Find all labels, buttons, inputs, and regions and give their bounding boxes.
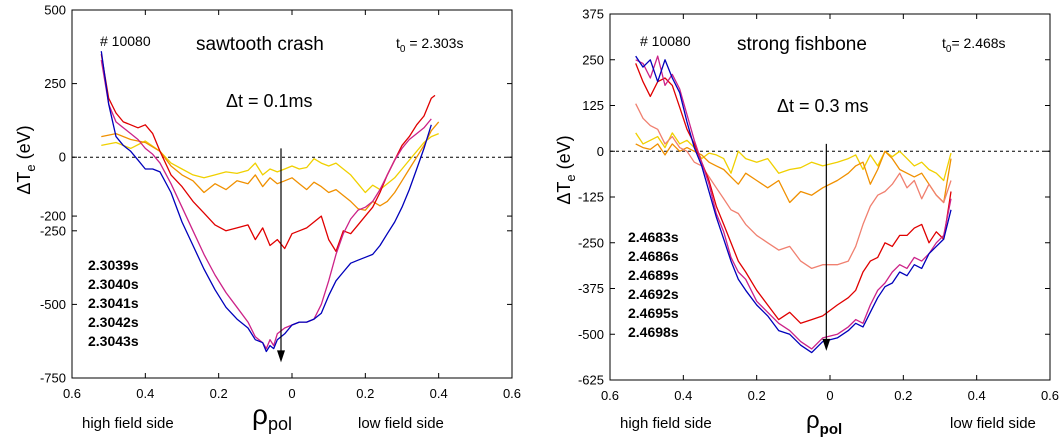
legend: 2.4683s 2.4686s 2.4689s 2.4692s 2.4695s 2.469… <box>628 229 679 340</box>
series-line-2.4698s <box>635 55 952 354</box>
x-tick-label: 0 <box>288 386 295 401</box>
y-tick-label: 0 <box>597 144 604 159</box>
y-axis-label-symbol: ΔT <box>14 172 34 195</box>
panel-title: sawtooth crash <box>196 34 324 55</box>
x-tick-label: 0.4 <box>674 388 692 403</box>
series-line-2.4686s <box>635 143 952 204</box>
t0-subscript: 0 <box>946 44 952 55</box>
y-tick-label: -250 <box>578 235 604 250</box>
x-tick-label: 0.4 <box>430 386 448 401</box>
legend: 2.3039s 2.3040s 2.3041s 2.3042s 2.3043s <box>88 257 139 349</box>
x-axis-label: ρpol <box>806 407 842 438</box>
series-line-2.4692s <box>635 63 952 324</box>
legend-entry: 2.4698s <box>628 324 679 340</box>
dt-label: Δt = 0.3 ms <box>777 96 869 116</box>
y-tick-label: -200 <box>40 209 66 224</box>
legend-entry: 2.4689s <box>628 267 679 283</box>
y-tick-label: -500 <box>578 327 604 342</box>
legend-entry: 2.3042s <box>88 314 139 330</box>
y-axis-label-unit: (eV) <box>14 125 34 164</box>
legend-entry: 2.3041s <box>88 295 139 311</box>
x-axis-label-subscript: pol <box>820 421 843 438</box>
y-tick-label: 375 <box>582 7 604 22</box>
y-axis-label: ΔTe (eV) <box>554 135 578 204</box>
x-tick-label: 0.6 <box>63 386 81 401</box>
y-tick-label: 250 <box>44 76 66 91</box>
x-axis-label-subscript: pol <box>268 414 292 434</box>
x-tick-label: 0.6 <box>1041 388 1059 403</box>
x-tick-label: 0.6 <box>601 388 619 403</box>
y-axis-label-symbol: ΔT <box>554 182 574 205</box>
x-tick-label: 0.2 <box>210 386 228 401</box>
arrow-head <box>277 350 285 363</box>
series-line-2.3042s <box>100 59 432 350</box>
t0-subscript: 0 <box>400 44 406 55</box>
x-tick-label: 0.4 <box>968 388 986 403</box>
y-tick-label: 500 <box>44 3 66 18</box>
t0-value: = 2.303s <box>405 35 463 51</box>
y-tick-label: -125 <box>578 190 604 205</box>
legend-entry: 2.3040s <box>88 276 139 292</box>
series-line-2.4689s <box>635 103 952 270</box>
legend-entry: 2.4692s <box>628 286 679 302</box>
y-tick-label: -500 <box>40 297 66 312</box>
series-line-2.3039s <box>101 132 439 194</box>
legend-entry: 2.4686s <box>628 248 679 264</box>
legend-entry: 2.3039s <box>88 257 139 273</box>
x-tick-label: 0.6 <box>503 386 521 401</box>
y-tick-label: -375 <box>578 281 604 296</box>
arrow-head <box>822 338 831 351</box>
y-tick-label: -750 <box>40 371 66 386</box>
y-tick-label: 0 <box>59 150 66 165</box>
series-group <box>635 55 952 354</box>
x-tick-label: 0 <box>826 388 833 403</box>
series-line-2.4695s <box>635 55 952 350</box>
x-tick-label: 0.2 <box>748 388 766 403</box>
y-tick-label: -625 <box>578 373 604 388</box>
series-line-2.3043s <box>100 51 432 353</box>
shot-number: # 10080 <box>100 33 151 49</box>
dt-label: Δt = 0.1ms <box>226 91 313 111</box>
t0-label: t0 = 2.303s <box>396 35 463 55</box>
series-group <box>100 51 440 353</box>
high-field-side-label: high field side <box>82 415 174 432</box>
y-tick-label: 125 <box>582 98 604 113</box>
low-field-side-label: low field side <box>950 415 1036 432</box>
panel-title: strong fishbone <box>737 34 867 55</box>
series-line-2.3040s <box>101 121 440 211</box>
y-axis-label: ΔTe (eV) <box>14 125 38 194</box>
y-tick-label: -250 <box>40 223 66 238</box>
y-axis-label-subscript: e <box>23 164 38 171</box>
high-field-side-label: high field side <box>620 415 712 432</box>
shot-number: # 10080 <box>640 33 691 49</box>
t0-symbol: t <box>942 35 946 51</box>
legend-entry: 2.3043s <box>88 333 139 349</box>
y-tick-label: 250 <box>582 52 604 67</box>
legend-entry: 2.4695s <box>628 305 679 321</box>
x-axis-label-symbol: ρ <box>252 399 268 430</box>
t0-symbol: t <box>396 35 400 51</box>
low-field-side-label: low field side <box>358 415 444 432</box>
t0-label: t0= 2.468s <box>942 35 1006 55</box>
x-tick-label: 0.2 <box>894 388 912 403</box>
x-tick-label: 0.2 <box>356 386 374 401</box>
legend-entry: 2.4683s <box>628 229 679 245</box>
y-axis-label-subscript: e <box>563 174 578 181</box>
x-tick-label: 0.4 <box>136 386 154 401</box>
series-line-2.4683s <box>635 132 952 182</box>
x-axis-label: ρpol <box>252 399 292 434</box>
t0-value: = 2.468s <box>951 35 1005 51</box>
y-axis-label-unit: (eV) <box>554 135 574 174</box>
x-axis-label-symbol: ρ <box>806 407 820 434</box>
